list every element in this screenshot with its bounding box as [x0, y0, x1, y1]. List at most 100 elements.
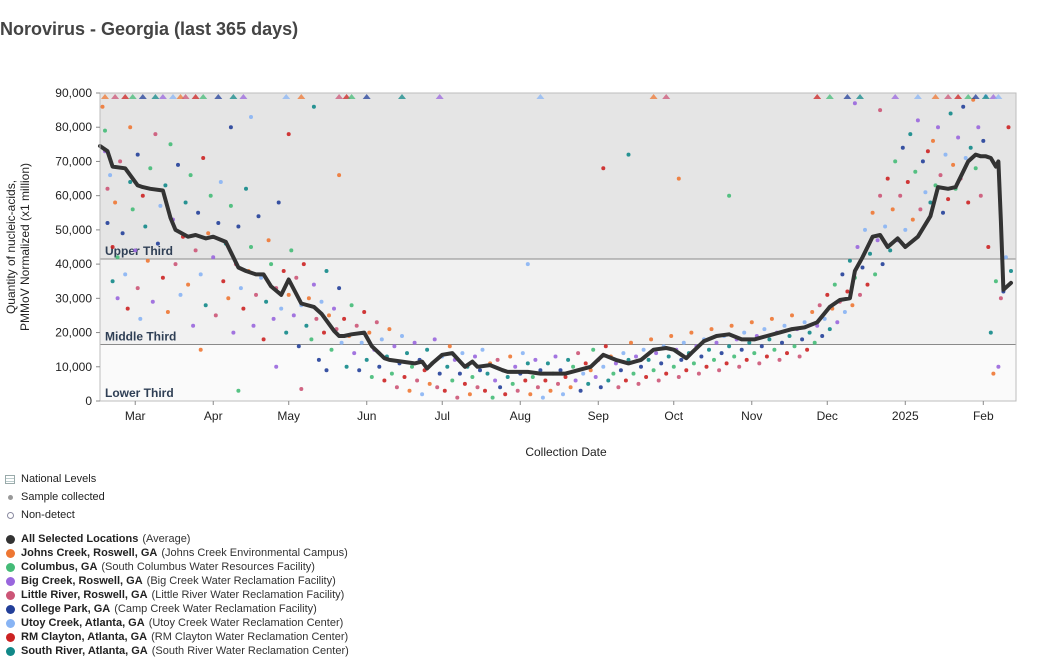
data-point	[515, 388, 520, 393]
data-point	[447, 344, 452, 349]
series-facility: (Little River Water Reclamation Facility…	[151, 589, 345, 601]
data-point	[558, 368, 563, 373]
data-point	[860, 265, 865, 270]
data-point	[324, 269, 329, 273]
data-point	[203, 303, 208, 308]
data-point	[254, 292, 258, 297]
data-point	[880, 262, 885, 267]
data-point	[946, 197, 951, 202]
data-point	[100, 104, 105, 109]
above-limit-marker	[335, 94, 344, 99]
data-point	[691, 361, 696, 366]
above-limit-marker	[121, 94, 130, 99]
above-limit-marker	[813, 94, 822, 99]
series-name: South River, Atlanta, GA	[21, 645, 148, 657]
legend-item-average[interactable]: All Selected Locations (Average)	[4, 532, 349, 546]
data-point	[342, 316, 347, 321]
data-point	[689, 330, 694, 335]
legend-item[interactable]: Utoy Creek, Atlanta, GA (Utoy Creek Water…	[4, 616, 349, 630]
data-point	[724, 361, 729, 366]
data-point	[291, 313, 296, 318]
data-point	[540, 395, 545, 400]
legend-item[interactable]: College Park, GA (Camp Creek Water Reclam…	[4, 602, 349, 616]
data-point	[543, 378, 548, 383]
legend-item[interactable]: RM Clayton, Atlanta, GA (RM Clayton Water…	[4, 630, 349, 644]
above-limit-marker	[151, 94, 160, 99]
band-label-2: Lower Third	[105, 386, 174, 400]
data-point	[729, 323, 734, 328]
y-tick-label: 20,000	[55, 326, 92, 340]
x-tick-label: 2025	[892, 409, 919, 423]
data-point	[135, 152, 140, 157]
x-tick-label: Feb	[973, 409, 994, 423]
data-point	[593, 375, 598, 379]
legend-national-levels[interactable]: National Levels	[4, 470, 349, 488]
data-point	[503, 392, 508, 397]
data-point	[918, 207, 923, 212]
data-point	[311, 282, 316, 287]
data-point	[306, 296, 311, 301]
data-point	[435, 385, 440, 390]
above-limit-marker	[931, 94, 940, 99]
data-point	[427, 381, 432, 386]
data-point	[981, 138, 986, 143]
data-point	[160, 275, 165, 280]
legend-item[interactable]: Columbus, GA (South Columbus Water Resour…	[4, 560, 349, 574]
data-point	[244, 186, 248, 191]
above-limit-marker	[362, 94, 371, 99]
data-point	[797, 354, 802, 359]
y-tick-label: 40,000	[55, 257, 92, 271]
data-point	[138, 316, 143, 321]
legend-non-detect[interactable]: Non-detect	[4, 506, 349, 524]
data-point	[968, 145, 973, 150]
data-point	[457, 371, 462, 376]
data-point	[470, 375, 475, 379]
legend-item[interactable]: Little River, Roswell, GA (Little River W…	[4, 588, 349, 602]
data-point	[742, 330, 747, 335]
data-point	[870, 210, 875, 215]
data-point	[231, 330, 236, 335]
data-point	[679, 357, 684, 362]
data-point	[523, 378, 528, 383]
above-limit-marker	[297, 94, 306, 99]
data-point	[898, 193, 903, 198]
data-point	[913, 169, 918, 174]
data-point	[259, 275, 264, 280]
data-point	[311, 104, 316, 109]
data-point	[644, 375, 649, 379]
data-point	[165, 310, 170, 314]
data-point	[276, 200, 281, 205]
legend-item[interactable]: Big Creek, Roswell, GA (Big Creek Water R…	[4, 574, 349, 588]
data-point	[249, 115, 253, 119]
data-point	[201, 156, 206, 160]
data-point	[764, 354, 769, 359]
data-point	[123, 272, 128, 277]
data-point	[759, 344, 764, 349]
data-point	[820, 334, 825, 338]
data-point	[206, 231, 211, 236]
series-name: Little River, Roswell, GA	[21, 589, 148, 601]
page-title: Norovirus - Georgia (last 365 days)	[0, 19, 299, 39]
data-point	[739, 347, 744, 352]
data-point	[226, 296, 231, 301]
data-point	[493, 378, 498, 383]
data-point	[961, 104, 966, 109]
data-point	[322, 330, 326, 335]
data-point	[349, 303, 354, 308]
data-point	[581, 371, 586, 376]
data-point	[780, 340, 784, 345]
legend-sample-collected[interactable]: Sample collected	[4, 488, 349, 506]
data-point	[782, 323, 787, 328]
legend-item[interactable]: Johns Creek, Roswell, GA (Johns Creek Env…	[4, 546, 349, 560]
legend-item[interactable]: South River, Atlanta, GA (South River Wat…	[4, 644, 349, 658]
x-tick-label: Dec	[817, 409, 838, 423]
data-point	[316, 357, 321, 362]
legend-series-list: Johns Creek, Roswell, GA (Johns Creek Env…	[4, 546, 349, 658]
data-point	[553, 354, 558, 359]
data-point	[294, 275, 299, 280]
data-point	[616, 385, 621, 390]
data-point	[852, 101, 857, 106]
data-point	[228, 203, 233, 208]
data-point	[699, 354, 704, 359]
data-point	[707, 347, 711, 352]
